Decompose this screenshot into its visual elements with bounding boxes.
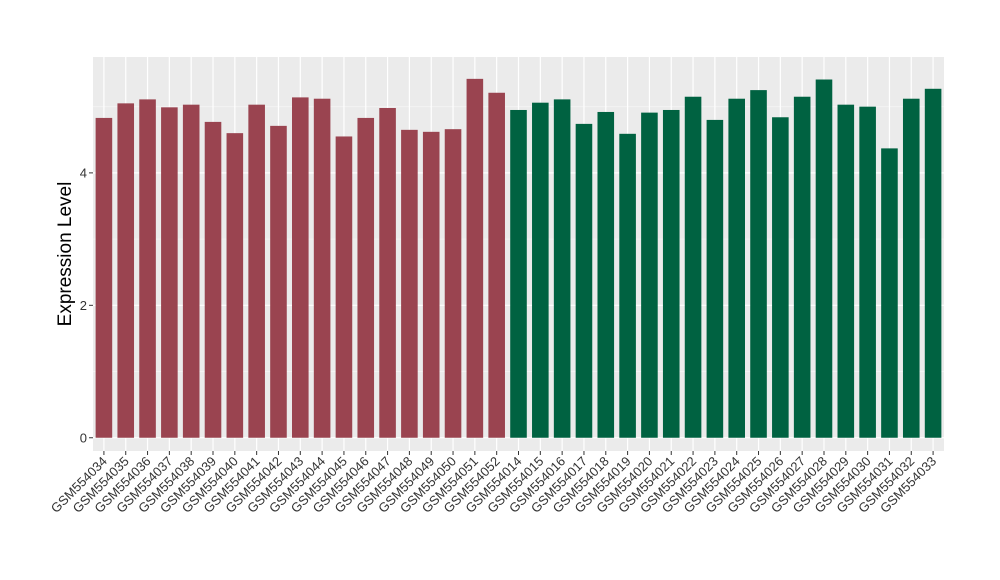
x-axis: GSM554034GSM554035GSM554036GSM554037GSM5… [48,451,939,516]
bar [204,121,222,438]
bar [859,106,876,438]
bar [532,102,549,438]
bar [772,117,789,438]
bar [924,88,942,438]
bar [357,117,375,438]
bar [182,104,200,438]
bar [793,96,811,438]
bar [226,133,244,438]
bar [117,103,135,438]
bar [292,97,309,438]
bar [641,112,658,438]
bar [902,98,920,438]
bar [510,109,527,438]
bar [750,90,767,438]
bar [444,129,462,438]
bar [466,78,484,438]
bar [335,136,353,438]
bar [313,98,331,438]
bar [379,107,396,438]
y-tick-label: 2 [80,298,87,313]
bar [553,99,571,438]
bar [95,117,113,438]
y-axis-title: Expression Level [55,182,76,327]
bar [706,119,724,438]
bar [270,125,287,438]
y-tick-label: 0 [80,430,87,445]
bar [597,111,615,438]
bar [248,104,265,438]
bar [422,131,440,438]
bar [837,104,855,438]
bar [401,129,418,438]
bar [619,133,636,438]
bar [575,123,593,438]
bar [161,107,178,438]
y-tick-label: 4 [80,165,87,180]
bar [815,79,833,438]
bar [684,96,702,438]
bar [881,148,898,438]
bars [95,78,942,438]
bar [139,99,156,438]
bar [728,98,745,438]
bar [488,92,505,438]
bar [662,109,680,438]
y-axis: 0 2 4 [80,165,93,445]
